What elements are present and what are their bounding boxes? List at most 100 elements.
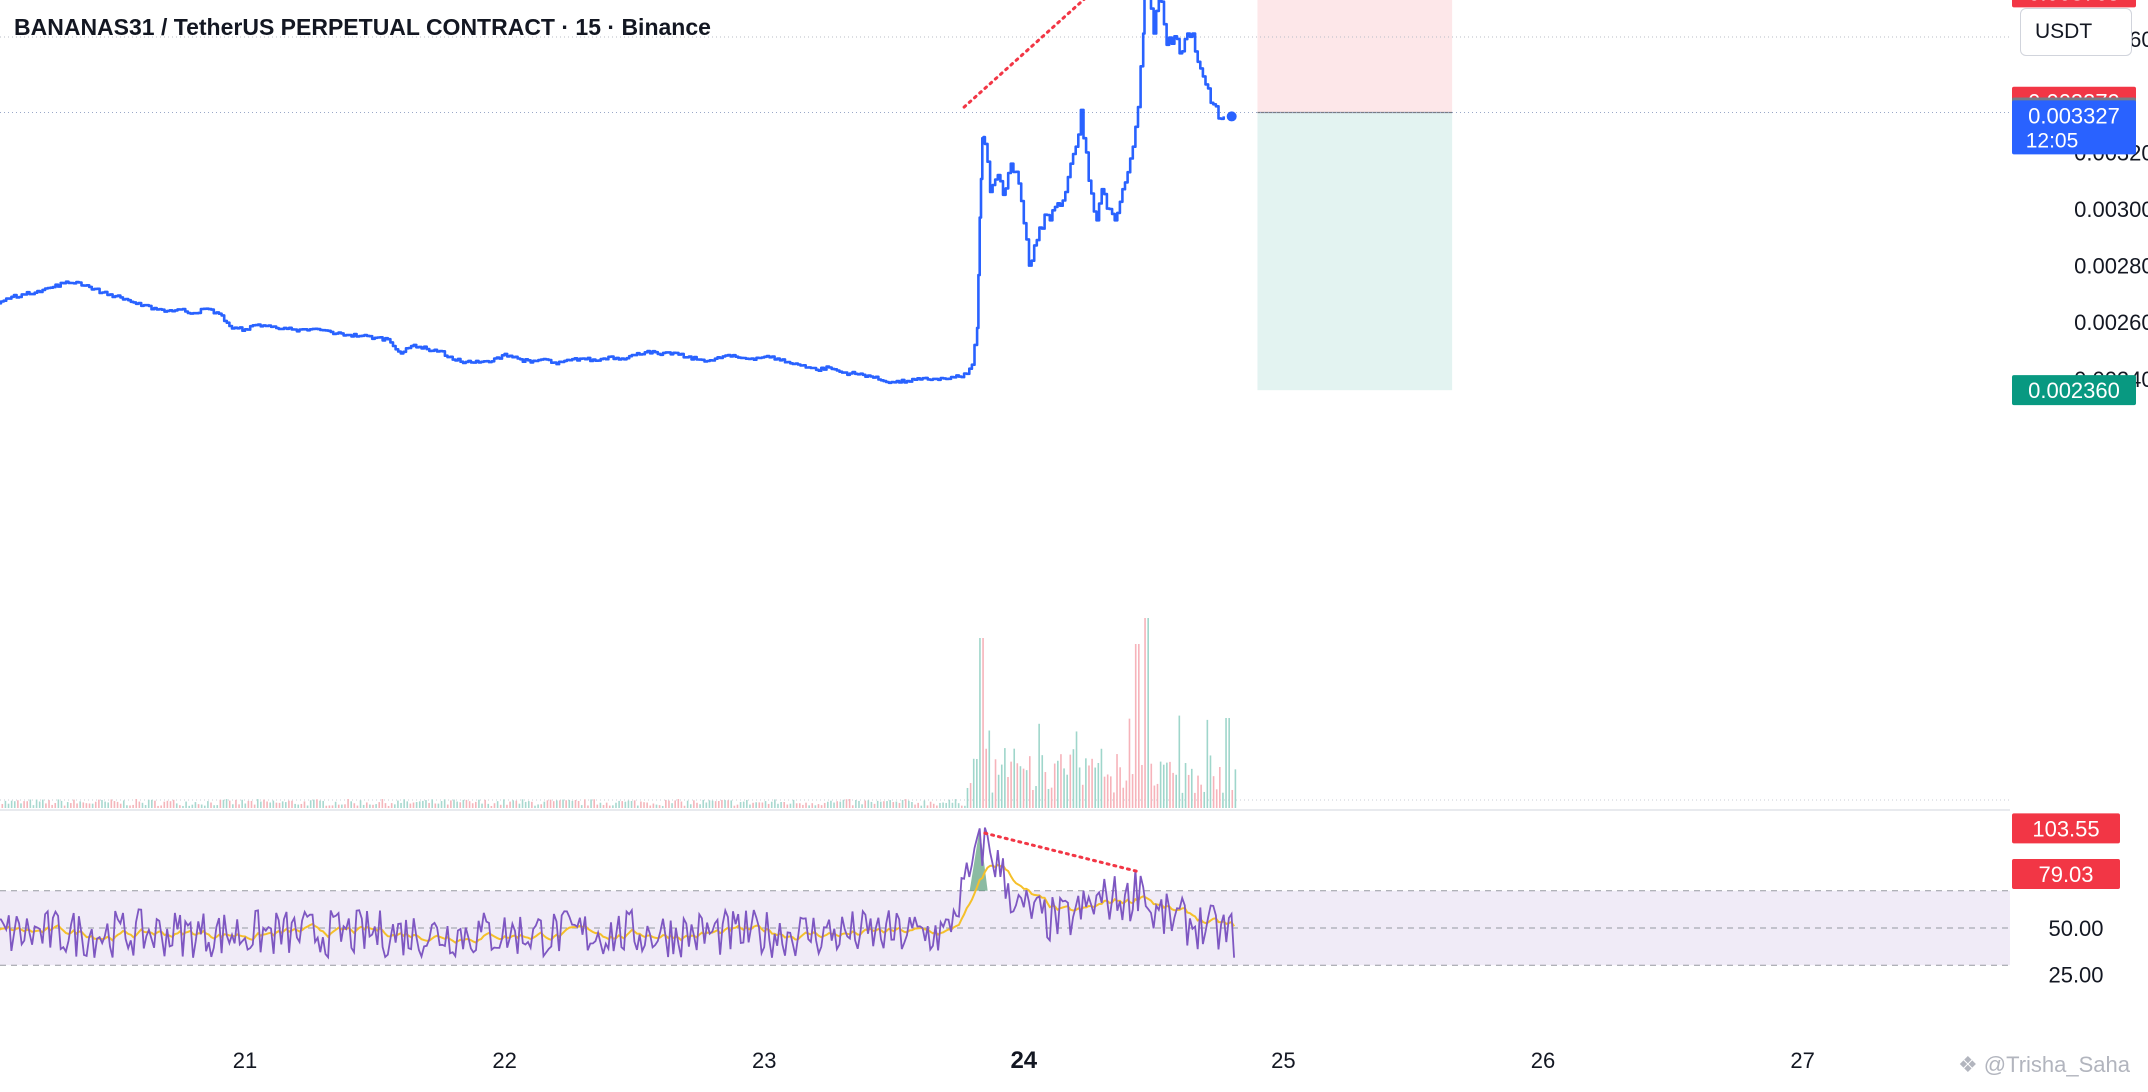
volume-bar [306, 805, 309, 808]
volume-bar [1007, 777, 1009, 808]
volume-bar [101, 799, 103, 808]
chart-title: BANANAS31 / TetherUS PERPETUAL CONTRACT … [14, 14, 711, 40]
volume-bar [369, 804, 371, 808]
watermark-text: @Trisha_Saha [1983, 1052, 2130, 1077]
volume-bar [144, 805, 147, 808]
volume-bar [288, 800, 290, 808]
volume-bar [1004, 748, 1006, 808]
volume-bar [624, 801, 627, 808]
volume-bar [777, 803, 779, 808]
volume-bar [711, 800, 714, 808]
volume-bar [337, 804, 340, 808]
volume-bar [936, 805, 938, 808]
volume-bar [182, 805, 184, 808]
time-tick-label: 21 [233, 1048, 257, 1073]
volume-bar [1106, 774, 1109, 808]
binance-logo-icon: ❖ [1958, 1052, 1978, 1077]
price-axis-badge-text: 0.003765 [2028, 0, 2120, 5]
volume-bar [503, 799, 505, 808]
volume-bar [384, 803, 387, 808]
volume-bar [976, 758, 978, 808]
volume-bar [1085, 758, 1087, 808]
volume-bar [580, 805, 583, 808]
volume-bar [817, 804, 820, 808]
volume-bar [599, 802, 602, 808]
volume-bar [222, 799, 225, 808]
volume-bar [823, 802, 826, 808]
rsi-axis-badge [2012, 859, 2120, 890]
volume-bar [836, 801, 838, 808]
volume-bar [57, 799, 60, 808]
volume-bar [207, 801, 209, 808]
volume-bar [727, 800, 729, 808]
volume-bar [406, 801, 409, 808]
volume-bar [66, 802, 69, 808]
volume-bar [839, 801, 842, 808]
time-tick-label: 24 [1010, 1047, 1037, 1074]
volume-bar [1225, 718, 1227, 808]
currency-selector-button[interactable]: USDT [2020, 8, 2132, 56]
volume-bar [499, 804, 502, 808]
volume-bar [945, 802, 948, 808]
volume-bar [1022, 768, 1025, 808]
volume-bar [780, 801, 782, 808]
volume-bar [331, 805, 334, 808]
volume-bar [889, 800, 891, 808]
volume-bar [113, 801, 116, 808]
volume-bar [537, 804, 539, 808]
volume-bar [415, 802, 418, 808]
volume-bar [786, 804, 789, 808]
volume-bar [618, 800, 620, 808]
volume-bar [260, 801, 262, 808]
volume-bar [758, 802, 761, 808]
rsi-tick-label: 50.00 [2048, 916, 2103, 941]
volume-bar [166, 800, 169, 808]
volume-bar [41, 799, 44, 808]
volume-bar [154, 800, 156, 808]
volume-bar [1060, 754, 1062, 808]
volume-bar [431, 799, 433, 808]
position-tool[interactable] [1257, 0, 1453, 391]
rsi-axis[interactable]: 50.00 25.00 103.55 79.03 [2012, 813, 2120, 988]
volume-bar [811, 803, 814, 808]
volume-bar [188, 805, 191, 808]
volume-bar [593, 799, 595, 808]
volume-bar [683, 805, 686, 808]
volume-bar [855, 800, 857, 808]
price-axis[interactable]: 0.0038000.0036000.0032000.0030000.002800… [2012, 0, 2148, 406]
volume-bar [1025, 770, 1028, 808]
volume-bar [157, 805, 159, 808]
volume-bar [1178, 715, 1181, 808]
volume-bar [450, 800, 452, 808]
volume-bar [179, 805, 181, 808]
volume-bars [1, 618, 1237, 808]
volume-bar [827, 801, 829, 808]
volume-bar [60, 800, 63, 808]
volume-bar [1206, 719, 1209, 808]
volume-bar [602, 805, 605, 808]
volume-bar [10, 800, 13, 808]
volume-bar [892, 802, 895, 808]
volume-bar [699, 804, 701, 808]
volume-bar [997, 774, 1000, 808]
volume-bar [381, 799, 384, 808]
volume-bar [527, 801, 530, 808]
volume-bar [830, 800, 832, 808]
volume-bar [365, 802, 368, 808]
volume-bar [1134, 644, 1137, 808]
volume-bar [914, 804, 916, 808]
volume-bar [1128, 718, 1131, 808]
volume-bar [76, 803, 78, 808]
volume-bar [297, 804, 300, 808]
volume-bar [621, 801, 624, 808]
volume-bar [1197, 775, 1199, 808]
volume-bar [462, 799, 465, 808]
volume-bar [475, 801, 477, 808]
time-axis[interactable]: 21 22 23 24 25 26 27 [233, 1047, 1815, 1074]
volume-bar [425, 800, 427, 808]
volume-bar [1013, 748, 1016, 808]
volume-bar [471, 803, 474, 808]
volume-bar [38, 801, 41, 808]
